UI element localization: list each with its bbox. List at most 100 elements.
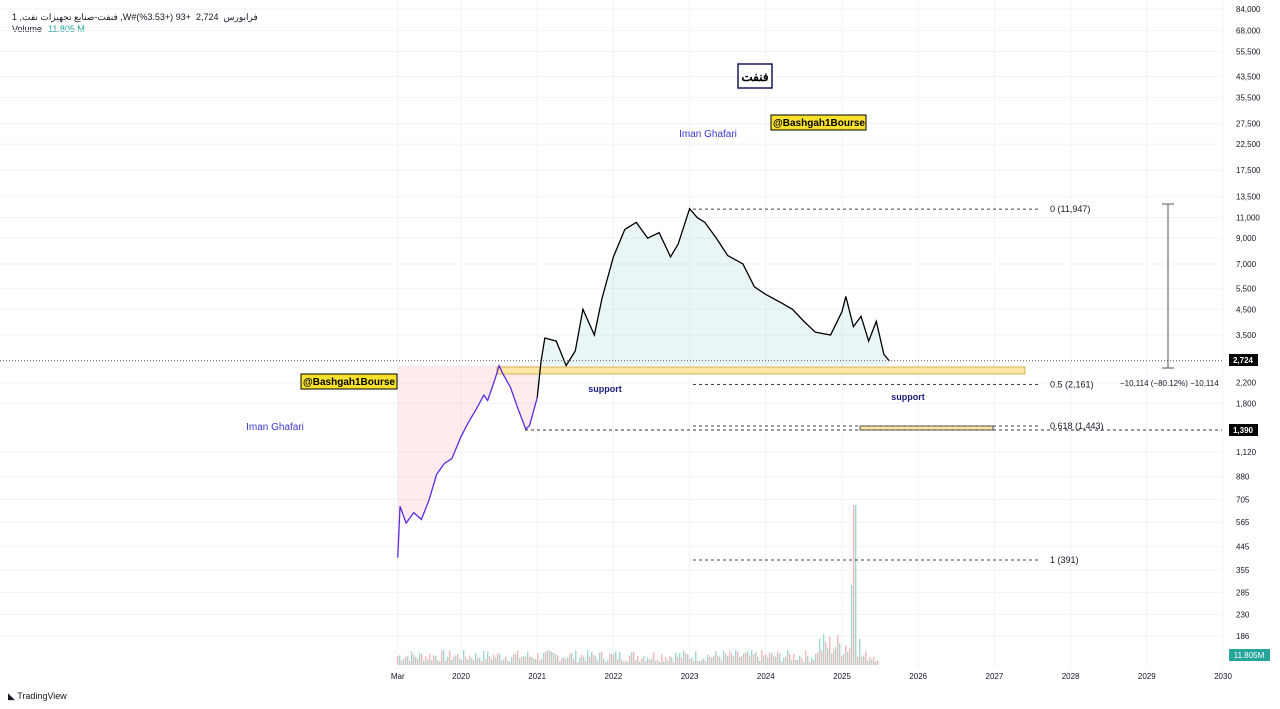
volume-bar — [645, 661, 647, 665]
volume-bar — [785, 656, 787, 665]
volume-bar — [691, 657, 693, 665]
volume-bar — [665, 657, 667, 665]
volume-bar — [807, 655, 809, 665]
volume-bar — [655, 660, 657, 665]
volume-bar — [423, 661, 425, 665]
volume-bar — [731, 653, 733, 665]
y-tick-label: 355 — [1236, 566, 1250, 575]
x-tick-label: 2024 — [757, 672, 775, 681]
y-tick-label: 68,000 — [1236, 27, 1261, 36]
volume-bar — [735, 650, 737, 665]
volume-bar — [853, 505, 855, 665]
volume-bar — [805, 650, 807, 665]
volume-bar — [823, 634, 825, 665]
volume-bar — [441, 650, 443, 665]
volume-bar — [761, 650, 763, 665]
symbol-header: 1 ,فنفت-صنایع تجهیزات نفت ,W#فرابورس 2,7… — [12, 12, 258, 23]
volume-bar — [623, 661, 625, 665]
volume-bar — [755, 652, 757, 665]
x-tick-label: 2026 — [909, 672, 927, 681]
volume-bar — [641, 658, 643, 665]
volume-bar — [407, 655, 409, 665]
volume-bar — [649, 659, 651, 665]
volume-bar — [781, 661, 783, 665]
volume-bar — [757, 656, 759, 665]
volume-axis-label: 11.805M — [1234, 651, 1265, 660]
volume-bar — [505, 656, 507, 665]
author-label: Iman Ghafari — [246, 422, 304, 433]
volume-bar — [667, 660, 669, 665]
y-tick-label: 445 — [1236, 543, 1250, 552]
volume-bar — [483, 650, 485, 665]
tradingview-logo: ◣ TradingView — [8, 691, 67, 701]
y-tick-label: 84,000 — [1236, 5, 1261, 14]
price-label-box — [1229, 354, 1258, 366]
volume-bar — [409, 661, 411, 665]
volume-bar — [687, 654, 689, 665]
volume-bar — [589, 656, 591, 665]
volume-label-box — [1229, 649, 1270, 661]
volume-bar — [811, 657, 813, 665]
volume-bar — [673, 661, 675, 665]
volume-bar — [617, 659, 619, 665]
y-tick-label: 55,500 — [1236, 48, 1261, 57]
volume-bar — [619, 652, 621, 665]
y-tick-label: 1,120 — [1236, 448, 1257, 457]
support-zone — [496, 366, 1026, 375]
volume-bar — [679, 653, 681, 665]
volume-bar — [733, 656, 735, 665]
volume-bar — [487, 651, 489, 665]
volume-bar — [481, 661, 483, 665]
volume-bar — [739, 657, 741, 665]
fib-level-label: 0.618 (1,443) — [1050, 421, 1104, 431]
volume-bar — [819, 638, 821, 665]
volume-bar — [727, 656, 729, 665]
volume-bar — [533, 658, 535, 665]
volume-bar — [527, 651, 529, 665]
volume-bar — [597, 660, 599, 665]
volume-bar — [717, 655, 719, 665]
volume-bar — [461, 659, 463, 665]
price-line — [536, 207, 890, 398]
y-tick-label: 565 — [1236, 518, 1250, 527]
volume-bar — [839, 643, 841, 665]
volume-bar — [473, 660, 475, 665]
volume-bar — [469, 655, 471, 665]
volume-bar — [677, 656, 679, 665]
volume-bar — [547, 650, 549, 665]
volume-bar — [511, 657, 513, 665]
volume-bar — [631, 652, 633, 665]
volume-bar — [843, 654, 845, 665]
volume-bar — [585, 660, 587, 665]
volume-bar — [775, 656, 777, 665]
volume-bar — [559, 661, 561, 665]
volume-bar — [671, 657, 673, 665]
fib-level-label: 0.5 (2,161) — [1050, 380, 1094, 390]
volume-bar — [821, 650, 823, 665]
volume-bar — [539, 660, 541, 665]
volume-bar — [767, 657, 769, 665]
volume-bar — [535, 659, 537, 665]
volume-bar — [845, 645, 847, 665]
volume-bar — [401, 660, 403, 665]
volume-bar — [451, 659, 453, 665]
branding-text: TradingView — [17, 691, 67, 701]
volume-bar — [455, 655, 457, 665]
volume-bar — [433, 655, 435, 665]
volume-bar — [725, 654, 727, 665]
volume-bar — [831, 653, 833, 665]
volume-bar — [625, 661, 627, 665]
y-tick-label: 5,500 — [1236, 285, 1257, 294]
volume-bar — [587, 650, 589, 665]
volume-bar — [595, 656, 597, 665]
volume-bar — [471, 658, 473, 665]
y-tick-label: 9,000 — [1236, 234, 1257, 243]
volume-bar — [523, 656, 525, 665]
volume-bar — [787, 650, 789, 665]
volume-bar — [613, 654, 615, 665]
volume-bar — [485, 659, 487, 665]
volume-bar — [835, 647, 837, 665]
volume-bar — [431, 660, 433, 665]
volume-bar — [607, 660, 609, 665]
